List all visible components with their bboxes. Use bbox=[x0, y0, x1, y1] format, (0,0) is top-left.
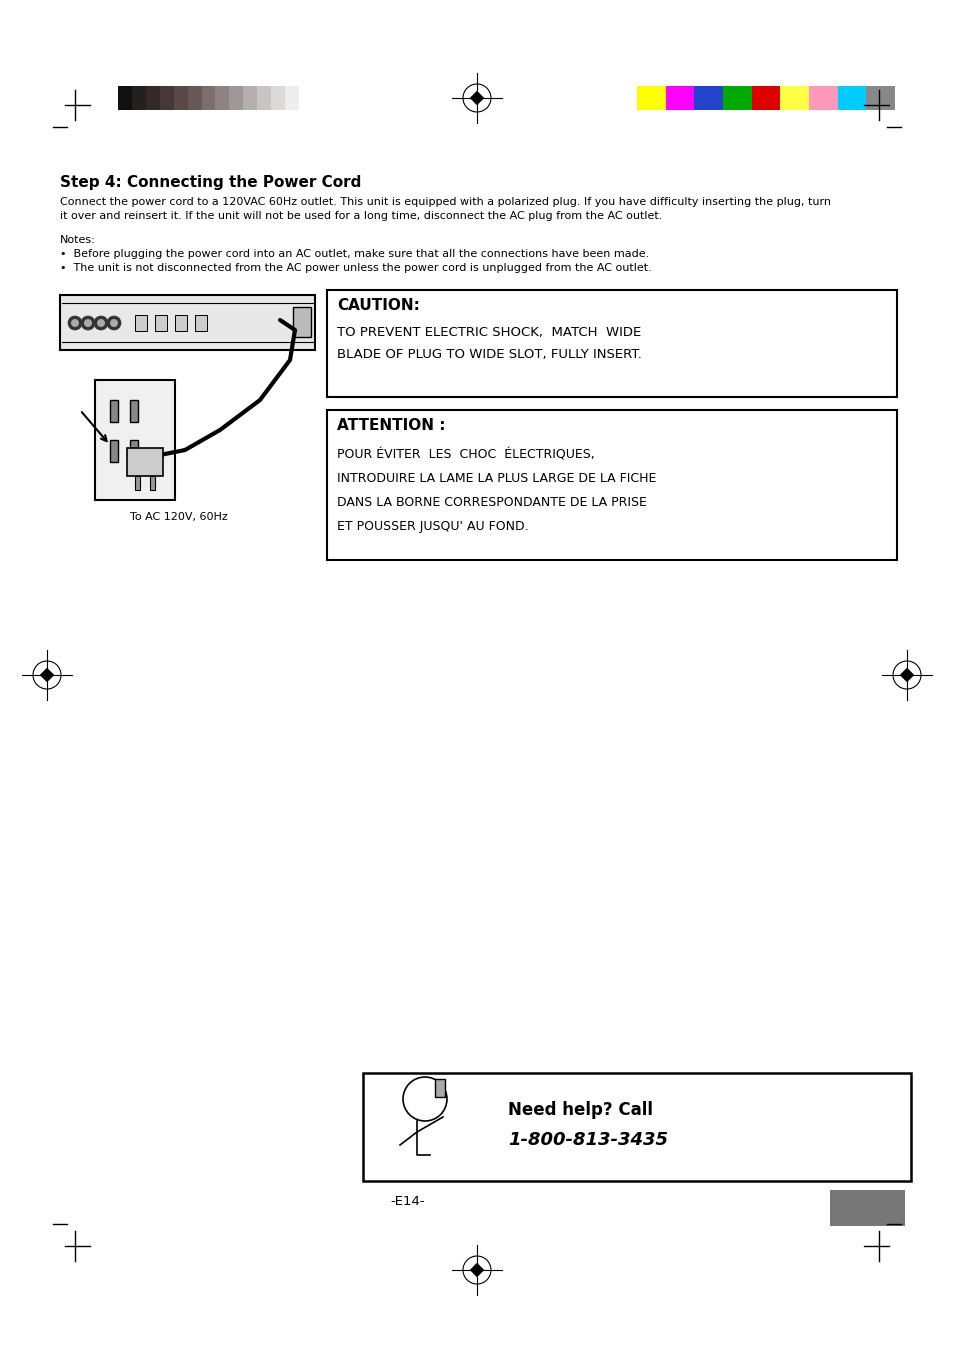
Bar bbox=[637, 86, 665, 109]
Bar bbox=[110, 440, 118, 462]
Circle shape bbox=[107, 316, 121, 330]
Bar bbox=[694, 86, 722, 109]
Text: •  Before plugging the power cord into an AC outlet, make sure that all the conn: • Before plugging the power cord into an… bbox=[60, 249, 649, 259]
Bar bbox=[751, 86, 780, 109]
Text: •  The unit is not disconnected from the AC power unless the power cord is unplu: • The unit is not disconnected from the … bbox=[60, 263, 651, 273]
Text: Notes:: Notes: bbox=[60, 235, 95, 245]
Text: CAUTION:: CAUTION: bbox=[336, 299, 419, 313]
Text: Connect the power cord to a 120VAC 60Hz outlet. This unit is equipped with a pol: Connect the power cord to a 120VAC 60Hz … bbox=[60, 197, 830, 207]
Circle shape bbox=[84, 319, 91, 327]
Bar bbox=[132, 86, 146, 109]
Bar bbox=[154, 315, 167, 331]
Bar bbox=[665, 86, 694, 109]
Bar bbox=[363, 1073, 910, 1181]
Bar bbox=[127, 449, 163, 476]
Bar bbox=[298, 86, 313, 109]
Bar bbox=[808, 86, 837, 109]
Circle shape bbox=[68, 316, 82, 330]
Bar bbox=[135, 476, 140, 490]
Circle shape bbox=[110, 319, 118, 327]
Bar bbox=[327, 409, 896, 561]
Bar bbox=[257, 86, 271, 109]
Text: -E14-: -E14- bbox=[390, 1196, 424, 1208]
Bar bbox=[722, 86, 751, 109]
Polygon shape bbox=[900, 669, 912, 681]
Polygon shape bbox=[470, 1263, 483, 1277]
Bar bbox=[95, 380, 174, 500]
Bar bbox=[159, 86, 173, 109]
Bar bbox=[130, 440, 138, 462]
Bar bbox=[135, 315, 147, 331]
Text: ATTENTION :: ATTENTION : bbox=[336, 417, 445, 434]
Text: ET POUSSER JUSQU' AU FOND.: ET POUSSER JUSQU' AU FOND. bbox=[336, 520, 528, 534]
Bar bbox=[201, 86, 215, 109]
Bar bbox=[829, 1190, 904, 1225]
Bar bbox=[188, 86, 201, 109]
Text: DANS LA BORNE CORRESPONDANTE DE LA PRISE: DANS LA BORNE CORRESPONDANTE DE LA PRISE bbox=[336, 496, 646, 509]
Text: 1-800-813-3435: 1-800-813-3435 bbox=[507, 1131, 667, 1148]
Bar bbox=[150, 476, 154, 490]
Text: INTRODUIRE LA LAME LA PLUS LARGE DE LA FICHE: INTRODUIRE LA LAME LA PLUS LARGE DE LA F… bbox=[336, 471, 656, 485]
Circle shape bbox=[94, 316, 108, 330]
Bar bbox=[327, 290, 896, 397]
Bar bbox=[271, 86, 285, 109]
Bar bbox=[118, 86, 132, 109]
Text: To AC 120V, 60Hz: To AC 120V, 60Hz bbox=[130, 512, 228, 521]
Bar bbox=[60, 295, 314, 350]
Bar bbox=[435, 1079, 444, 1097]
Text: it over and reinsert it. If the unit will not be used for a long time, disconnec: it over and reinsert it. If the unit wil… bbox=[60, 211, 661, 222]
Bar bbox=[865, 86, 894, 109]
Circle shape bbox=[97, 319, 105, 327]
Text: Need help? Call: Need help? Call bbox=[507, 1101, 652, 1119]
Bar bbox=[293, 307, 311, 336]
Bar bbox=[780, 86, 808, 109]
Text: TO PREVENT ELECTRIC SHOCK,  MATCH  WIDE: TO PREVENT ELECTRIC SHOCK, MATCH WIDE bbox=[336, 326, 640, 339]
Text: POUR ÉVITER  LES  CHOC  ÉLECTRIQUES,: POUR ÉVITER LES CHOC ÉLECTRIQUES, bbox=[336, 449, 594, 461]
Bar bbox=[243, 86, 257, 109]
Circle shape bbox=[71, 319, 79, 327]
Bar bbox=[173, 86, 188, 109]
Bar bbox=[110, 400, 118, 422]
Bar bbox=[215, 86, 229, 109]
Bar bbox=[174, 315, 187, 331]
Polygon shape bbox=[470, 92, 483, 104]
Bar bbox=[837, 86, 865, 109]
Circle shape bbox=[81, 316, 95, 330]
Polygon shape bbox=[41, 669, 53, 681]
Bar bbox=[229, 86, 243, 109]
Text: BLADE OF PLUG TO WIDE SLOT, FULLY INSERT.: BLADE OF PLUG TO WIDE SLOT, FULLY INSERT… bbox=[336, 349, 641, 361]
Bar bbox=[146, 86, 159, 109]
Bar bbox=[130, 400, 138, 422]
Text: Step 4: Connecting the Power Cord: Step 4: Connecting the Power Cord bbox=[60, 176, 361, 190]
Bar bbox=[285, 86, 298, 109]
Bar bbox=[194, 315, 207, 331]
